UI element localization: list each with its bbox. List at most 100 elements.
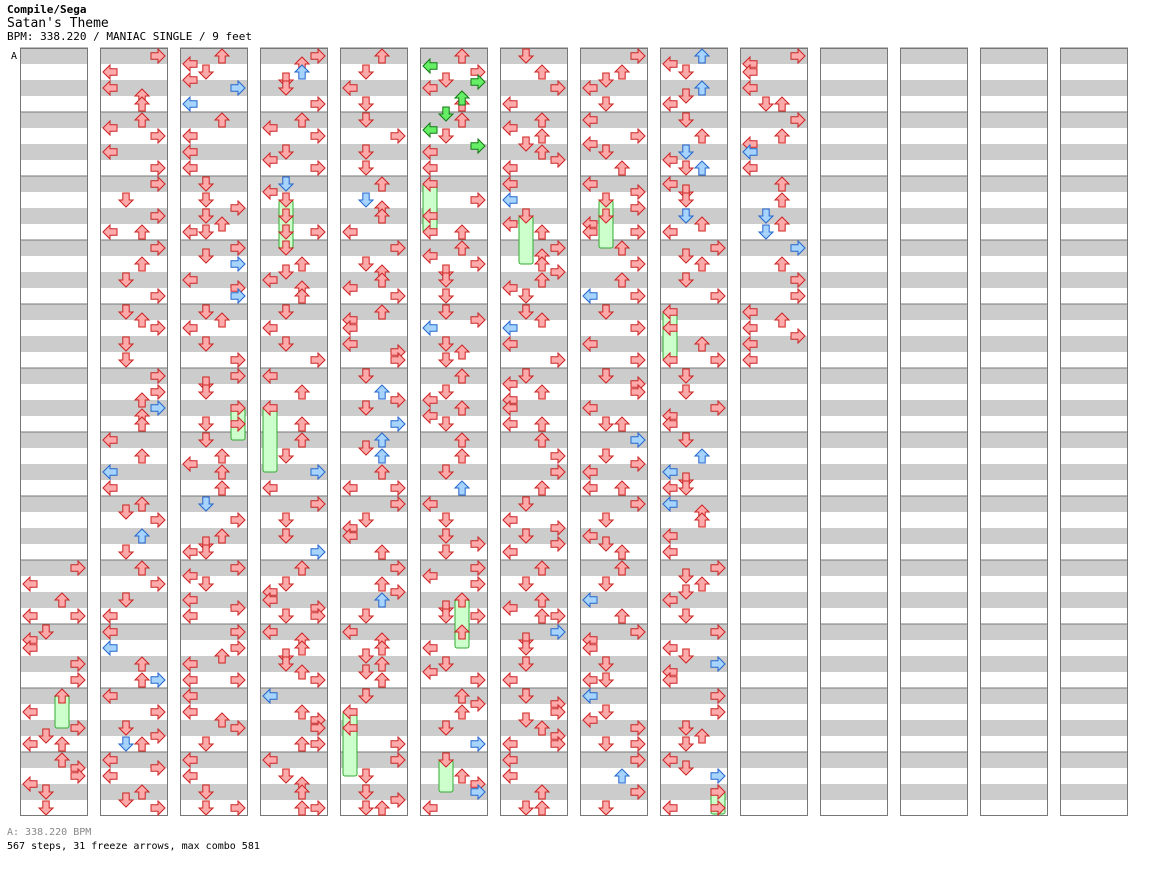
beat-band xyxy=(180,208,248,224)
step-arrow xyxy=(613,608,631,624)
beat-band xyxy=(820,272,888,288)
beat-band xyxy=(100,80,168,96)
step-arrow xyxy=(582,463,598,481)
step-arrow xyxy=(662,319,678,337)
step-arrow xyxy=(37,784,55,800)
step-arrow xyxy=(630,223,646,241)
step-arrow xyxy=(693,216,711,232)
beat-band xyxy=(900,464,968,480)
beat-band xyxy=(660,176,728,192)
step-arrow xyxy=(710,239,726,257)
beat-band xyxy=(1060,304,1128,320)
beat-band xyxy=(420,528,488,544)
beat-band xyxy=(1060,496,1128,512)
step-arrow xyxy=(597,448,615,464)
beat-band xyxy=(420,272,488,288)
beat-band xyxy=(340,272,408,288)
beat-band xyxy=(580,400,648,416)
step-arrow xyxy=(197,736,215,752)
step-arrow xyxy=(213,712,231,728)
step-arrow xyxy=(182,591,198,609)
beat-band xyxy=(980,432,1048,448)
beat-band xyxy=(900,208,968,224)
beat-band xyxy=(820,624,888,640)
step-arrow xyxy=(357,440,375,456)
beat-band xyxy=(1060,400,1128,416)
step-arrow xyxy=(502,175,518,193)
step-arrow xyxy=(662,175,678,193)
step-arrow xyxy=(773,176,791,192)
step-arrow xyxy=(453,480,471,496)
beat-band xyxy=(900,720,968,736)
beat-band xyxy=(20,112,88,128)
beat-band xyxy=(20,272,88,288)
step-arrow xyxy=(437,352,455,368)
beat-band xyxy=(500,656,568,672)
step-arrow xyxy=(517,712,535,728)
step-arrow xyxy=(357,256,375,272)
step-arrow xyxy=(357,688,375,704)
step-arrow xyxy=(102,639,118,657)
beat-band xyxy=(1060,432,1128,448)
step-arrow xyxy=(550,535,566,553)
beat-band xyxy=(980,784,1048,800)
step-arrow xyxy=(102,143,118,161)
step-arrow xyxy=(437,384,455,400)
chart-column xyxy=(1060,47,1128,816)
step-arrow xyxy=(422,567,438,585)
step-arrow xyxy=(677,432,695,448)
step-arrow xyxy=(693,576,711,592)
step-arrow xyxy=(437,512,455,528)
step-arrow xyxy=(230,367,246,385)
beat-band xyxy=(500,48,568,64)
step-arrow xyxy=(230,351,246,369)
beat-band xyxy=(740,432,808,448)
step-arrow xyxy=(310,671,326,689)
step-arrow xyxy=(533,480,551,496)
step-arrow xyxy=(662,151,678,169)
beat-band xyxy=(340,432,408,448)
step-arrow xyxy=(310,95,326,113)
step-arrow xyxy=(293,784,311,800)
beat-band xyxy=(900,176,968,192)
step-arrow xyxy=(373,656,391,672)
beat-band xyxy=(100,112,168,128)
step-arrow xyxy=(437,272,455,288)
chart-column xyxy=(20,47,88,816)
step-arrow xyxy=(470,695,486,713)
step-arrow xyxy=(213,312,231,328)
step-arrow xyxy=(437,608,455,624)
step-arrow xyxy=(582,287,598,305)
beat-band xyxy=(260,240,328,256)
step-arrow xyxy=(293,640,311,656)
column-border xyxy=(180,48,248,816)
step-arrow xyxy=(502,279,518,297)
step-arrow xyxy=(197,800,215,816)
step-arrow xyxy=(342,479,358,497)
step-arrow xyxy=(133,112,151,128)
step-arrow xyxy=(357,800,375,816)
step-arrow xyxy=(597,192,615,208)
beat-band xyxy=(820,304,888,320)
step-arrow xyxy=(453,368,471,384)
step-arrow xyxy=(550,239,566,257)
step-arrow xyxy=(677,248,695,264)
beat-band xyxy=(740,720,808,736)
step-arrow xyxy=(677,88,695,104)
step-arrow xyxy=(310,47,326,65)
step-arrow xyxy=(133,392,151,408)
step-arrow xyxy=(310,351,326,369)
beat-band xyxy=(980,688,1048,704)
beat-band xyxy=(420,496,488,512)
step-arrow xyxy=(453,768,471,784)
step-arrow xyxy=(150,239,166,257)
step-arrow xyxy=(757,208,775,224)
beat-band xyxy=(740,368,808,384)
step-arrow xyxy=(133,560,151,576)
step-arrow xyxy=(742,335,758,353)
step-arrow xyxy=(262,687,278,705)
step-arrow xyxy=(197,248,215,264)
beat-band xyxy=(340,560,408,576)
step-arrow xyxy=(422,121,438,139)
